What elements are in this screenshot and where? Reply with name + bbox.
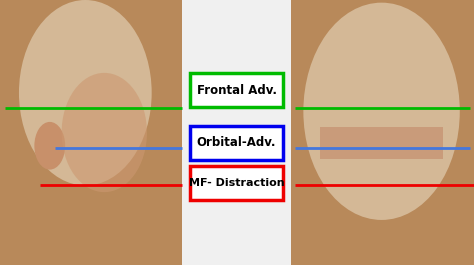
Bar (0, 0, 182, 265)
FancyBboxPatch shape (190, 126, 283, 160)
Ellipse shape (34, 122, 65, 170)
Text: MF- Distraction: MF- Distraction (189, 178, 284, 188)
Ellipse shape (62, 73, 147, 192)
Ellipse shape (19, 0, 152, 186)
Bar (182, 0, 291, 265)
FancyBboxPatch shape (190, 73, 283, 107)
Text: Orbital-Adv.: Orbital-Adv. (197, 136, 276, 149)
Bar (320, 127, 443, 159)
Bar (291, 0, 474, 265)
Ellipse shape (303, 3, 460, 220)
FancyBboxPatch shape (190, 166, 283, 200)
Text: Frontal Adv.: Frontal Adv. (197, 83, 276, 96)
